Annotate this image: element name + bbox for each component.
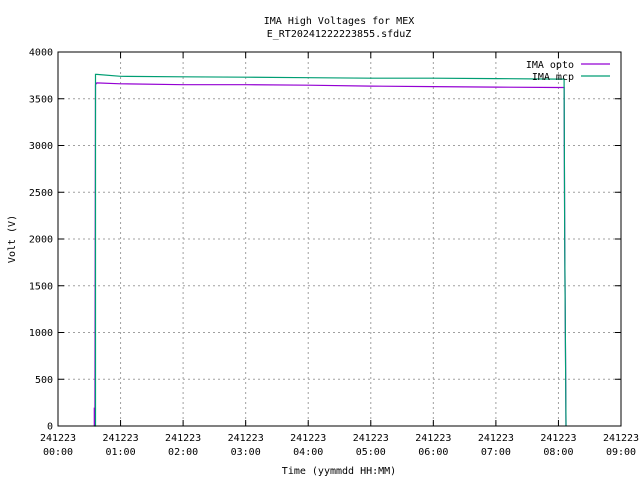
y-tick-label: 3000: [29, 141, 53, 152]
series-lines: [93, 73, 567, 427]
x-tick-label-date: 241223: [415, 433, 451, 444]
chart-subtitle: E_RT20241222223855.sfduZ: [267, 29, 412, 40]
x-tick-label-date: 241223: [102, 433, 138, 444]
x-tick-label-time: 03:00: [231, 447, 261, 458]
y-tick-label: 1500: [29, 281, 53, 292]
y-tick-label: 2000: [29, 235, 53, 246]
series-line-0: [93, 82, 567, 427]
x-tick-label-time: 06:00: [418, 447, 448, 458]
chart-title: IMA High Voltages for MEX: [264, 16, 415, 27]
x-tick-label-time: 00:00: [43, 447, 73, 458]
x-tick-label-time: 02:00: [168, 447, 198, 458]
x-tick-label-date: 241223: [40, 433, 76, 444]
x-tick-label-date: 241223: [165, 433, 201, 444]
x-tick-label-date: 241223: [603, 433, 639, 444]
y-tick-label: 0: [47, 422, 53, 433]
x-tick-label-date: 241223: [540, 433, 576, 444]
x-tick-label-date: 241223: [290, 433, 326, 444]
legend-label-1: IMA mcp: [532, 72, 574, 83]
x-tick-label-time: 09:00: [606, 447, 636, 458]
x-tick-label-time: 04:00: [293, 447, 323, 458]
y-tick-label: 500: [35, 375, 53, 386]
x-tick-label-date: 241223: [228, 433, 264, 444]
x-tick-label-time: 01:00: [106, 447, 136, 458]
grid-lines: [58, 52, 621, 426]
y-tick-label: 1000: [29, 328, 53, 339]
y-tick-label: 4000: [29, 48, 53, 59]
x-tick-label-time: 07:00: [481, 447, 511, 458]
y-tick-label: 3500: [29, 94, 53, 105]
series-line-1: [94, 73, 567, 427]
x-tick-label-date: 241223: [478, 433, 514, 444]
x-tick-label-time: 08:00: [543, 447, 573, 458]
x-axis-label: Time (yymmdd HH:MM): [282, 466, 396, 477]
legend-label-0: IMA opto: [526, 60, 574, 71]
axis-ticks: 0 500 1000 1500 2000 2500 3000 3500 4000 241223 00…: [29, 48, 639, 459]
y-tick-label: 2500: [29, 188, 53, 199]
y-axis-label: Volt (V): [7, 215, 18, 263]
x-tick-label-time: 05:00: [356, 447, 386, 458]
x-tick-label-date: 241223: [353, 433, 389, 444]
